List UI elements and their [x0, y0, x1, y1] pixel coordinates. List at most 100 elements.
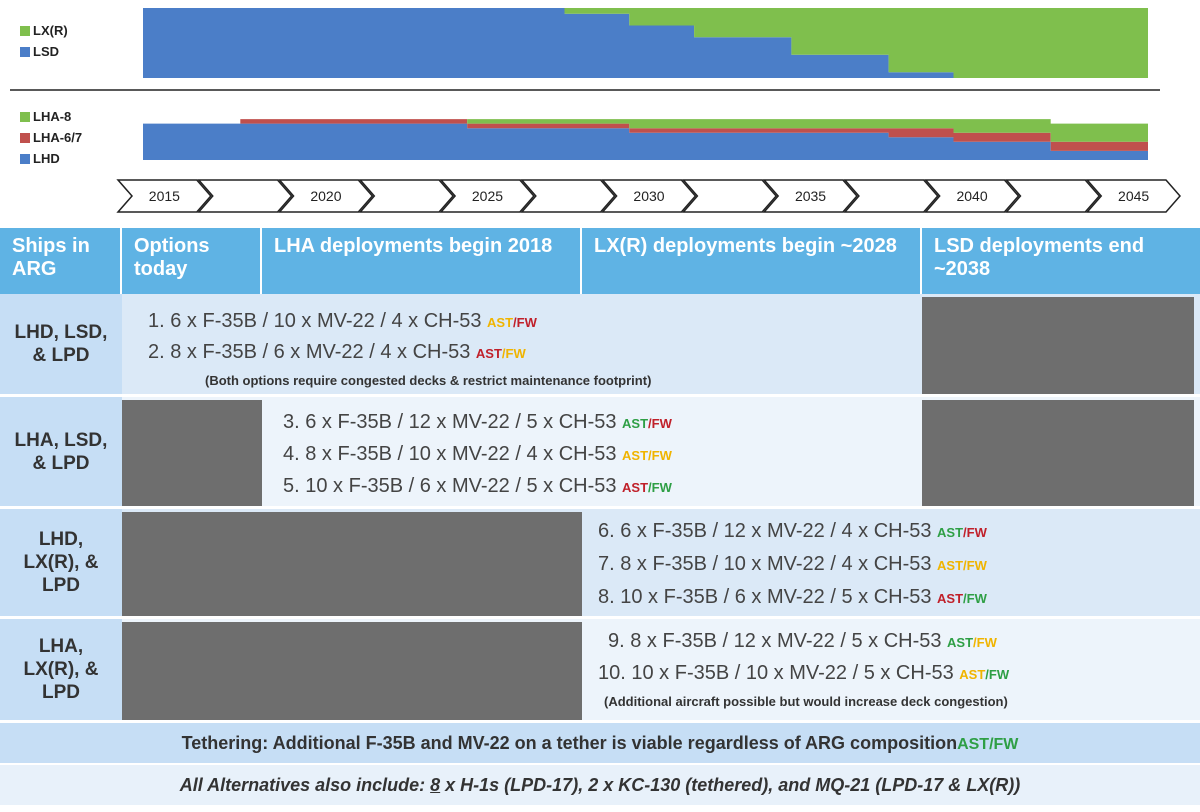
header-lha-deployments: LHA deployments begin 2018 [262, 228, 582, 294]
row-label-text: LHD, LX(R), & LPD [23, 529, 99, 596]
timeline-year-label: 2015 [149, 188, 180, 204]
ast-tag: AST [957, 736, 990, 753]
unavailable-cell [122, 622, 582, 720]
option-1: 1. 6 x F-35B / 10 x MV-22 / 4 x CH-53 AS… [148, 310, 537, 333]
option-text: 6 x F-35B / 12 x MV-22 / 4 x CH-53 [620, 520, 932, 542]
row4-note: (Additional aircraft possible but would … [604, 694, 1008, 709]
timeline-chevron [600, 179, 697, 213]
option-number: 3. [283, 411, 300, 433]
timeline-year-label: 2040 [956, 188, 987, 204]
option-2: 2. 8 x F-35B / 6 x MV-22 / 4 x CH-53 AST… [148, 341, 526, 364]
option-10: 10. 10 x F-35B / 10 x MV-22 / 5 x CH-53 … [598, 662, 1009, 685]
tag-slash: / [648, 448, 652, 463]
option-5: 5. 10 x F-35B / 6 x MV-22 / 5 x CH-53 AS… [283, 475, 672, 498]
lha-lhd-area-chart [143, 119, 1148, 160]
option-text: 6 x F-35B / 12 x MV-22 / 5 x CH-53 [305, 411, 617, 433]
fw-tag: FW [516, 315, 537, 330]
timeline-chevron [197, 179, 293, 213]
fw-tag: FW [966, 558, 987, 573]
option-number: 9. [608, 630, 625, 652]
option-number: 4. [283, 443, 300, 465]
ast-tag: AST [937, 558, 964, 573]
timeline-chevron [277, 179, 374, 213]
series-lha-6-7 [143, 119, 1148, 151]
legend-item-lsd: LSD [20, 41, 68, 62]
tag-slash: / [989, 736, 994, 753]
legend-label: LHA-8 [33, 109, 72, 124]
timeline-chevron [358, 179, 455, 213]
deployment-charts: 2015 2020 2025 2030 2035 2040 2045 [10, 8, 1181, 213]
option-number: 2. [148, 341, 165, 363]
fw-tag: FW [651, 448, 672, 463]
alt-rest: x H-1s (LPD-17), 2 x KC-130 (tethered), … [440, 775, 1021, 795]
tether-text: Tethering: Additional F-35B and MV-22 on… [181, 733, 958, 753]
option-number: 10. [598, 662, 626, 684]
tag-slash: / [648, 480, 652, 495]
legend-label: LHD [33, 151, 60, 166]
row-label-lhd-lxr-lpd: LHD, LX(R), & LPD [0, 509, 122, 619]
alt-number: 8 [430, 775, 441, 795]
ast-tag: AST [947, 635, 974, 650]
fw-tag: FW [976, 635, 997, 650]
legend-label: LHA-6/7 [33, 130, 83, 145]
option-text: 6 x F-35B / 10 x MV-22 / 4 x CH-53 [170, 310, 482, 332]
option-text: 8 x F-35B / 6 x MV-22 / 4 x CH-53 [170, 341, 471, 363]
row-label-text: LHA, LX(R), & LPD [23, 636, 99, 703]
series-lx-r- [143, 8, 1148, 78]
timeline-year-label: 2025 [472, 188, 503, 204]
ast-tag: AST [487, 315, 514, 330]
row-label-text: LHD, LSD, & LPD [14, 322, 108, 366]
fw-tag: FW [651, 480, 672, 495]
ast-tag: AST [937, 591, 964, 606]
series-lha-8 [143, 119, 1148, 142]
timeline-chevrons: 2015 2020 2025 2030 2035 2040 2045 [116, 179, 1181, 213]
timeline-chevron [843, 179, 939, 213]
header-lxr-deployments: LX(R) deployments begin ~2028 [582, 228, 922, 294]
chart2-legend: LHA-8 LHA-6/7 LHD [20, 106, 82, 169]
option-number: 5. [283, 475, 300, 497]
option-number: 7. [598, 553, 615, 575]
option-text: 10 x F-35B / 6 x MV-22 / 5 x CH-53 [305, 475, 617, 497]
row-label-lhd-lsd-lpd: LHD, LSD, & LPD [0, 294, 122, 397]
unavailable-cell [922, 297, 1194, 394]
timeline-year-label: 2045 [1118, 188, 1149, 204]
ast-tag: AST [959, 667, 986, 682]
chart1-legend: LX(R) LSD [20, 20, 68, 62]
ast-tag: AST [622, 448, 649, 463]
tag-slash: / [963, 591, 967, 606]
alt-prefix: All Alternatives also include: [179, 775, 431, 795]
option-text: 10 x F-35B / 6 x MV-22 / 5 x CH-53 [620, 586, 932, 608]
option-4: 4. 8 x F-35B / 10 x MV-22 / 4 x CH-53 AS… [283, 443, 672, 466]
ast-tag: AST [622, 416, 649, 431]
header-options-today: Options today [122, 228, 262, 294]
option-text: 8 x F-35B / 10 x MV-22 / 4 x CH-53 [620, 553, 932, 575]
fw-tag: FW [988, 667, 1010, 682]
series-lhd [143, 123, 1148, 160]
tag-slash: / [501, 346, 506, 361]
timeline-chevron [762, 179, 858, 213]
timeline-chevron [1004, 179, 1101, 213]
legend-item-lhd: LHD [20, 148, 82, 169]
timeline-year-label: 2020 [310, 188, 341, 204]
lsd-lxr-area-chart [143, 8, 1148, 78]
option-text: 8 x F-35B / 12 x MV-22 / 5 x CH-53 [630, 630, 942, 652]
alternatives-footer: All Alternatives also include: 8 x H-1s … [0, 765, 1200, 805]
fw-tag: FW [651, 416, 672, 431]
fw-tag: FW [966, 591, 987, 606]
ast-tag: AST [475, 346, 502, 361]
timeline-chevron [1085, 179, 1181, 213]
timeline-year-label: 2035 [795, 188, 826, 204]
tag-slash: / [985, 667, 989, 682]
legend-label: LX(R) [33, 23, 68, 38]
row-label-lha-lsd-lpd: LHA, LSD, & LPD [0, 397, 122, 509]
option-7: 7. 8 x F-35B / 10 x MV-22 / 4 x CH-53 AS… [598, 553, 987, 576]
ast-tag: AST [937, 525, 964, 540]
timeline-chevron [681, 179, 778, 213]
tag-slash: / [963, 558, 967, 573]
option-number: 6. [598, 520, 615, 542]
option-text: 8 x F-35B / 10 x MV-22 / 4 x CH-53 [305, 443, 617, 465]
legend-item-lxr: LX(R) [20, 20, 68, 41]
header-ships-in-arg: Ships in ARG [0, 228, 122, 294]
tag-slash: / [973, 635, 977, 650]
tag-slash: / [513, 315, 517, 330]
